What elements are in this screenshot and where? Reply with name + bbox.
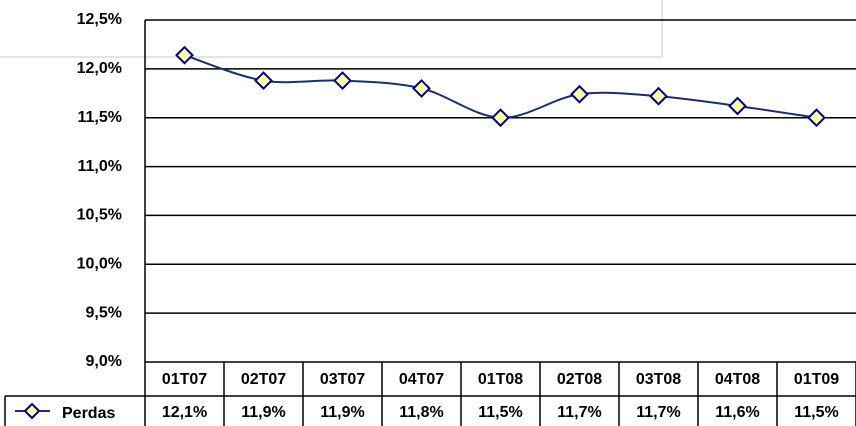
x-tick-label: 04T08 xyxy=(715,371,760,388)
table-value: 11,7% xyxy=(636,404,680,421)
data-point xyxy=(254,71,273,90)
data-point xyxy=(570,84,589,104)
x-tick-label: 02T07 xyxy=(241,371,286,388)
y-tick-label: 12,5% xyxy=(77,11,122,28)
x-tick-label: 01T07 xyxy=(162,371,207,388)
data-point xyxy=(649,86,668,106)
table-value: 11,8% xyxy=(399,404,443,421)
x-tick-label: 01T09 xyxy=(794,371,839,388)
legend-marker xyxy=(23,402,41,420)
y-tick-label: 10,0% xyxy=(77,256,122,273)
table-value: 11,9% xyxy=(320,404,364,421)
data-point xyxy=(333,71,352,90)
table-value: 11,7% xyxy=(557,404,601,421)
x-tick-label: 03T07 xyxy=(320,371,365,388)
x-tick-label: 02T08 xyxy=(557,371,602,388)
x-tick-label: 03T08 xyxy=(636,371,681,388)
y-tick-label: 11,5% xyxy=(78,109,122,126)
table-value: 11,5% xyxy=(794,404,838,421)
data-point xyxy=(807,108,826,128)
x-tick-label: 01T08 xyxy=(478,371,523,388)
data-point xyxy=(491,108,510,128)
table-value: 11,5% xyxy=(478,404,522,421)
y-tick-label: 9,0% xyxy=(86,353,122,370)
y-tick-label: 9,5% xyxy=(86,304,122,321)
overlay-box xyxy=(0,0,663,58)
data-point xyxy=(728,96,747,116)
table-value: 11,9% xyxy=(241,404,285,421)
data-point xyxy=(412,78,431,98)
legend-label: Perdas xyxy=(62,405,115,422)
y-tick-label: 12,0% xyxy=(77,60,122,77)
y-tick-label: 10,5% xyxy=(77,207,122,224)
x-tick-label: 04T07 xyxy=(399,371,444,388)
table-value: 12,1% xyxy=(162,404,207,421)
y-tick-label: 11,0% xyxy=(78,158,122,175)
data-point xyxy=(175,45,194,65)
table-value: 11,6% xyxy=(715,404,759,421)
